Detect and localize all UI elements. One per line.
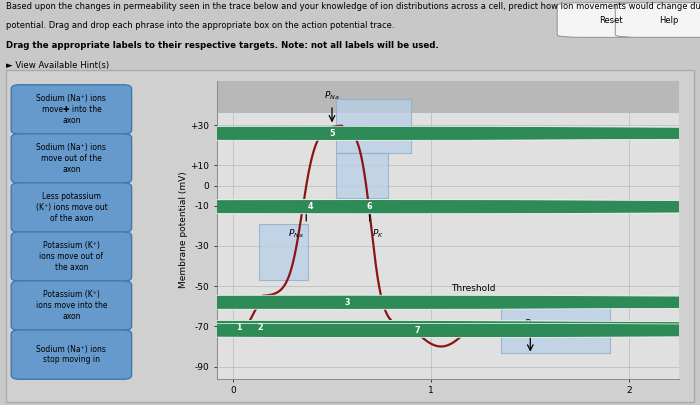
Text: Sodium (Na⁺) ions
stop moving in: Sodium (Na⁺) ions stop moving in xyxy=(36,345,106,364)
Circle shape xyxy=(0,320,700,335)
FancyBboxPatch shape xyxy=(557,3,664,37)
Text: Potassium (K⁺)
ions move out of
the axon: Potassium (K⁺) ions move out of the axon xyxy=(39,241,104,272)
Text: Help: Help xyxy=(659,15,678,25)
FancyBboxPatch shape xyxy=(11,183,132,232)
Text: 4: 4 xyxy=(307,202,313,211)
Text: Reset: Reset xyxy=(599,15,622,25)
Text: 5: 5 xyxy=(329,129,335,138)
Bar xyxy=(336,153,388,198)
Text: 2: 2 xyxy=(258,323,263,332)
Bar xyxy=(336,99,412,153)
Text: Sodium (Na⁺) ions
move✚ into the
axon: Sodium (Na⁺) ions move✚ into the axon xyxy=(36,94,106,125)
Text: Sodium (Na⁺) ions
move out of the
axon: Sodium (Na⁺) ions move out of the axon xyxy=(36,143,106,174)
FancyBboxPatch shape xyxy=(615,3,700,37)
Text: Based upon the changes in permeability seen in the trace below and your knowledg: Based upon the changes in permeability s… xyxy=(6,2,700,11)
Text: Potassium (K⁺)
ions move into the
axon: Potassium (K⁺) ions move into the axon xyxy=(36,290,107,321)
FancyBboxPatch shape xyxy=(11,281,132,330)
Text: ► View Available Hint(s): ► View Available Hint(s) xyxy=(6,62,108,70)
Text: $P_{Na}$: $P_{Na}$ xyxy=(288,228,304,240)
Y-axis label: Membrane potential (mV): Membrane potential (mV) xyxy=(178,171,188,288)
Circle shape xyxy=(0,126,700,141)
Text: 7: 7 xyxy=(414,326,420,335)
Circle shape xyxy=(0,295,700,309)
FancyBboxPatch shape xyxy=(11,134,132,183)
Text: $P_{Na}$: $P_{Na}$ xyxy=(324,90,340,102)
FancyBboxPatch shape xyxy=(11,330,132,379)
Circle shape xyxy=(0,323,700,337)
Text: $P_{K}$: $P_{K}$ xyxy=(372,228,384,240)
Bar xyxy=(258,224,308,280)
Circle shape xyxy=(0,200,700,214)
Bar xyxy=(217,81,679,113)
Text: Drag the appropriate labels to their respective targets. Note: not all labels wi: Drag the appropriate labels to their res… xyxy=(6,41,438,51)
Text: Less potassium
(K⁺) ions move out
of the axon: Less potassium (K⁺) ions move out of the… xyxy=(36,192,107,223)
FancyBboxPatch shape xyxy=(11,85,132,134)
Text: 1: 1 xyxy=(236,323,241,332)
Bar xyxy=(500,304,610,352)
Text: $P_{K}$: $P_{K}$ xyxy=(524,318,536,330)
Circle shape xyxy=(0,320,700,335)
Text: 6: 6 xyxy=(367,202,372,211)
Text: potential. Drag and drop each phrase into the appropriate box on the action pote: potential. Drag and drop each phrase int… xyxy=(6,21,394,30)
FancyBboxPatch shape xyxy=(11,232,132,281)
Text: Threshold: Threshold xyxy=(451,284,496,293)
Text: 3: 3 xyxy=(344,298,349,307)
Circle shape xyxy=(0,200,700,214)
